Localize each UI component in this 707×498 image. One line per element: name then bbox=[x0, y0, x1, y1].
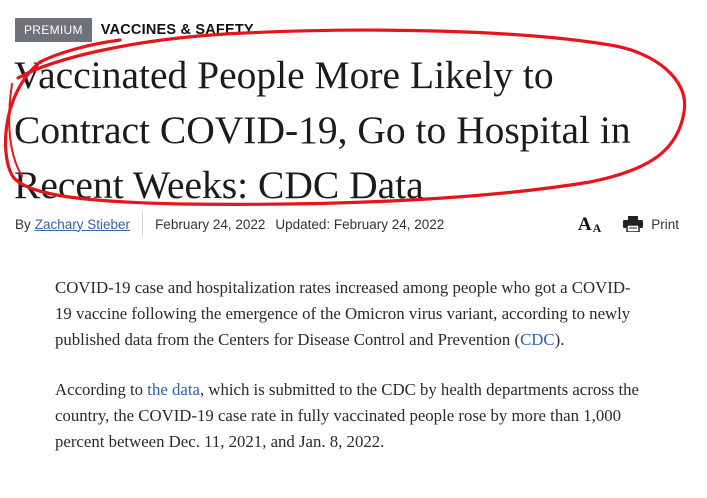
font-size-button[interactable]: A A bbox=[578, 215, 601, 234]
byline: By Zachary Stieber February 24, 2022 Upd… bbox=[15, 211, 695, 237]
paragraph-2: According to the data, which is submitte… bbox=[55, 377, 645, 455]
updated-date: Updated: February 24, 2022 bbox=[275, 216, 445, 232]
paragraph-2-text: , which is submitted to the CDC by healt… bbox=[55, 380, 639, 451]
paragraph-2-start: According to bbox=[55, 380, 148, 399]
font-size-icon-small: A bbox=[592, 220, 602, 235]
byline-divider bbox=[142, 211, 144, 237]
publish-date: February 24, 2022 bbox=[155, 216, 266, 232]
article-tools: A A Print bbox=[578, 211, 679, 237]
cdc-link[interactable]: CDC bbox=[520, 330, 555, 349]
premium-badge: PREMIUM bbox=[15, 18, 92, 42]
font-size-icon: A bbox=[577, 213, 592, 235]
printer-icon bbox=[623, 216, 644, 232]
print-label: Print bbox=[651, 216, 679, 232]
data-link[interactable]: the data bbox=[147, 380, 200, 399]
article-body: COVID-19 case and hospitalization rates … bbox=[55, 275, 645, 479]
category-link[interactable]: VACCINES & SAFETY bbox=[100, 22, 254, 38]
byline-prefix: By bbox=[15, 216, 31, 232]
paragraph-1-end: ). bbox=[554, 330, 565, 349]
tag-row: PREMIUM VACCINES & SAFETY bbox=[15, 18, 254, 42]
author-link[interactable]: Zachary Stieber bbox=[34, 216, 131, 232]
article-headline: Vaccinated People More Likely to Contrac… bbox=[14, 53, 631, 207]
paragraph-1-text: COVID-19 case and hospitalization rates … bbox=[55, 278, 631, 349]
print-button[interactable]: Print bbox=[623, 216, 679, 232]
paragraph-1: COVID-19 case and hospitalization rates … bbox=[55, 275, 645, 353]
